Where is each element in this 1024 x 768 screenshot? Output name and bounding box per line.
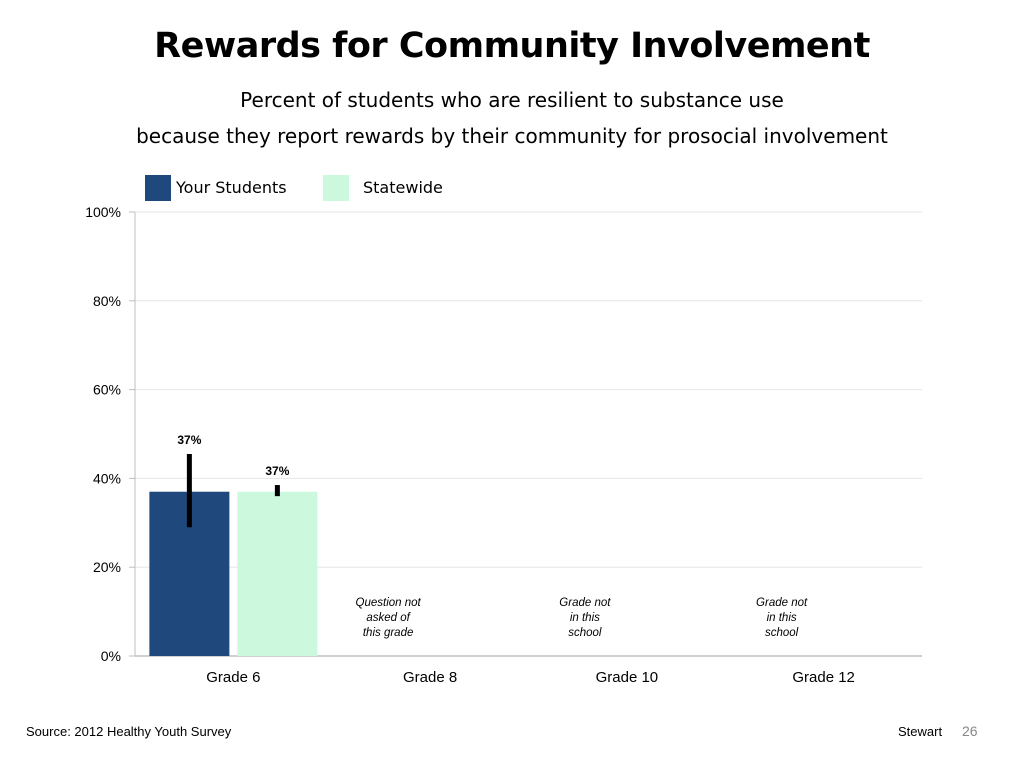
data-label: 37%: [265, 464, 289, 478]
bar-chart: 0% 20% 40% 60% 80% 100% Grade 6 37% 37% Grade 8 Qu…: [85, 204, 922, 686]
footer-author: Stewart: [898, 724, 943, 739]
grade-note: Grade not in this school: [559, 597, 611, 639]
y-tick-label: 100%: [85, 204, 121, 220]
legend-swatch-statewide: [323, 175, 349, 201]
x-tick-label: Grade 12: [792, 669, 855, 686]
grade-note: Grade not in this school: [756, 597, 808, 639]
x-tick-label: Grade 6: [206, 669, 260, 686]
bar: [237, 491, 318, 656]
y-tick-label: 20%: [93, 559, 121, 575]
slide-subtitle-line2: because they report rewards by their com…: [136, 124, 888, 148]
footer-source: Source: 2012 Healthy Youth Survey: [26, 724, 232, 739]
x-tick-label: Grade 8: [403, 669, 457, 686]
legend-label-statewide: Statewide: [363, 178, 443, 197]
page-number: 26: [962, 723, 978, 739]
grade-note: Question not asked of this grade: [356, 597, 422, 639]
y-tick-label: 40%: [93, 470, 121, 486]
y-tick-label: 60%: [93, 382, 121, 398]
y-tick-label: 0%: [101, 648, 121, 664]
slide-subtitle-line1: Percent of students who are resilient to…: [240, 88, 784, 112]
data-label: 37%: [177, 433, 201, 447]
x-tick-label: Grade 10: [596, 669, 659, 686]
legend-label-your-students: Your Students: [176, 178, 287, 197]
y-tick-label: 80%: [93, 293, 121, 309]
legend-swatch-your-students: [145, 175, 171, 201]
slide-title: Rewards for Community Involvement: [154, 26, 870, 66]
